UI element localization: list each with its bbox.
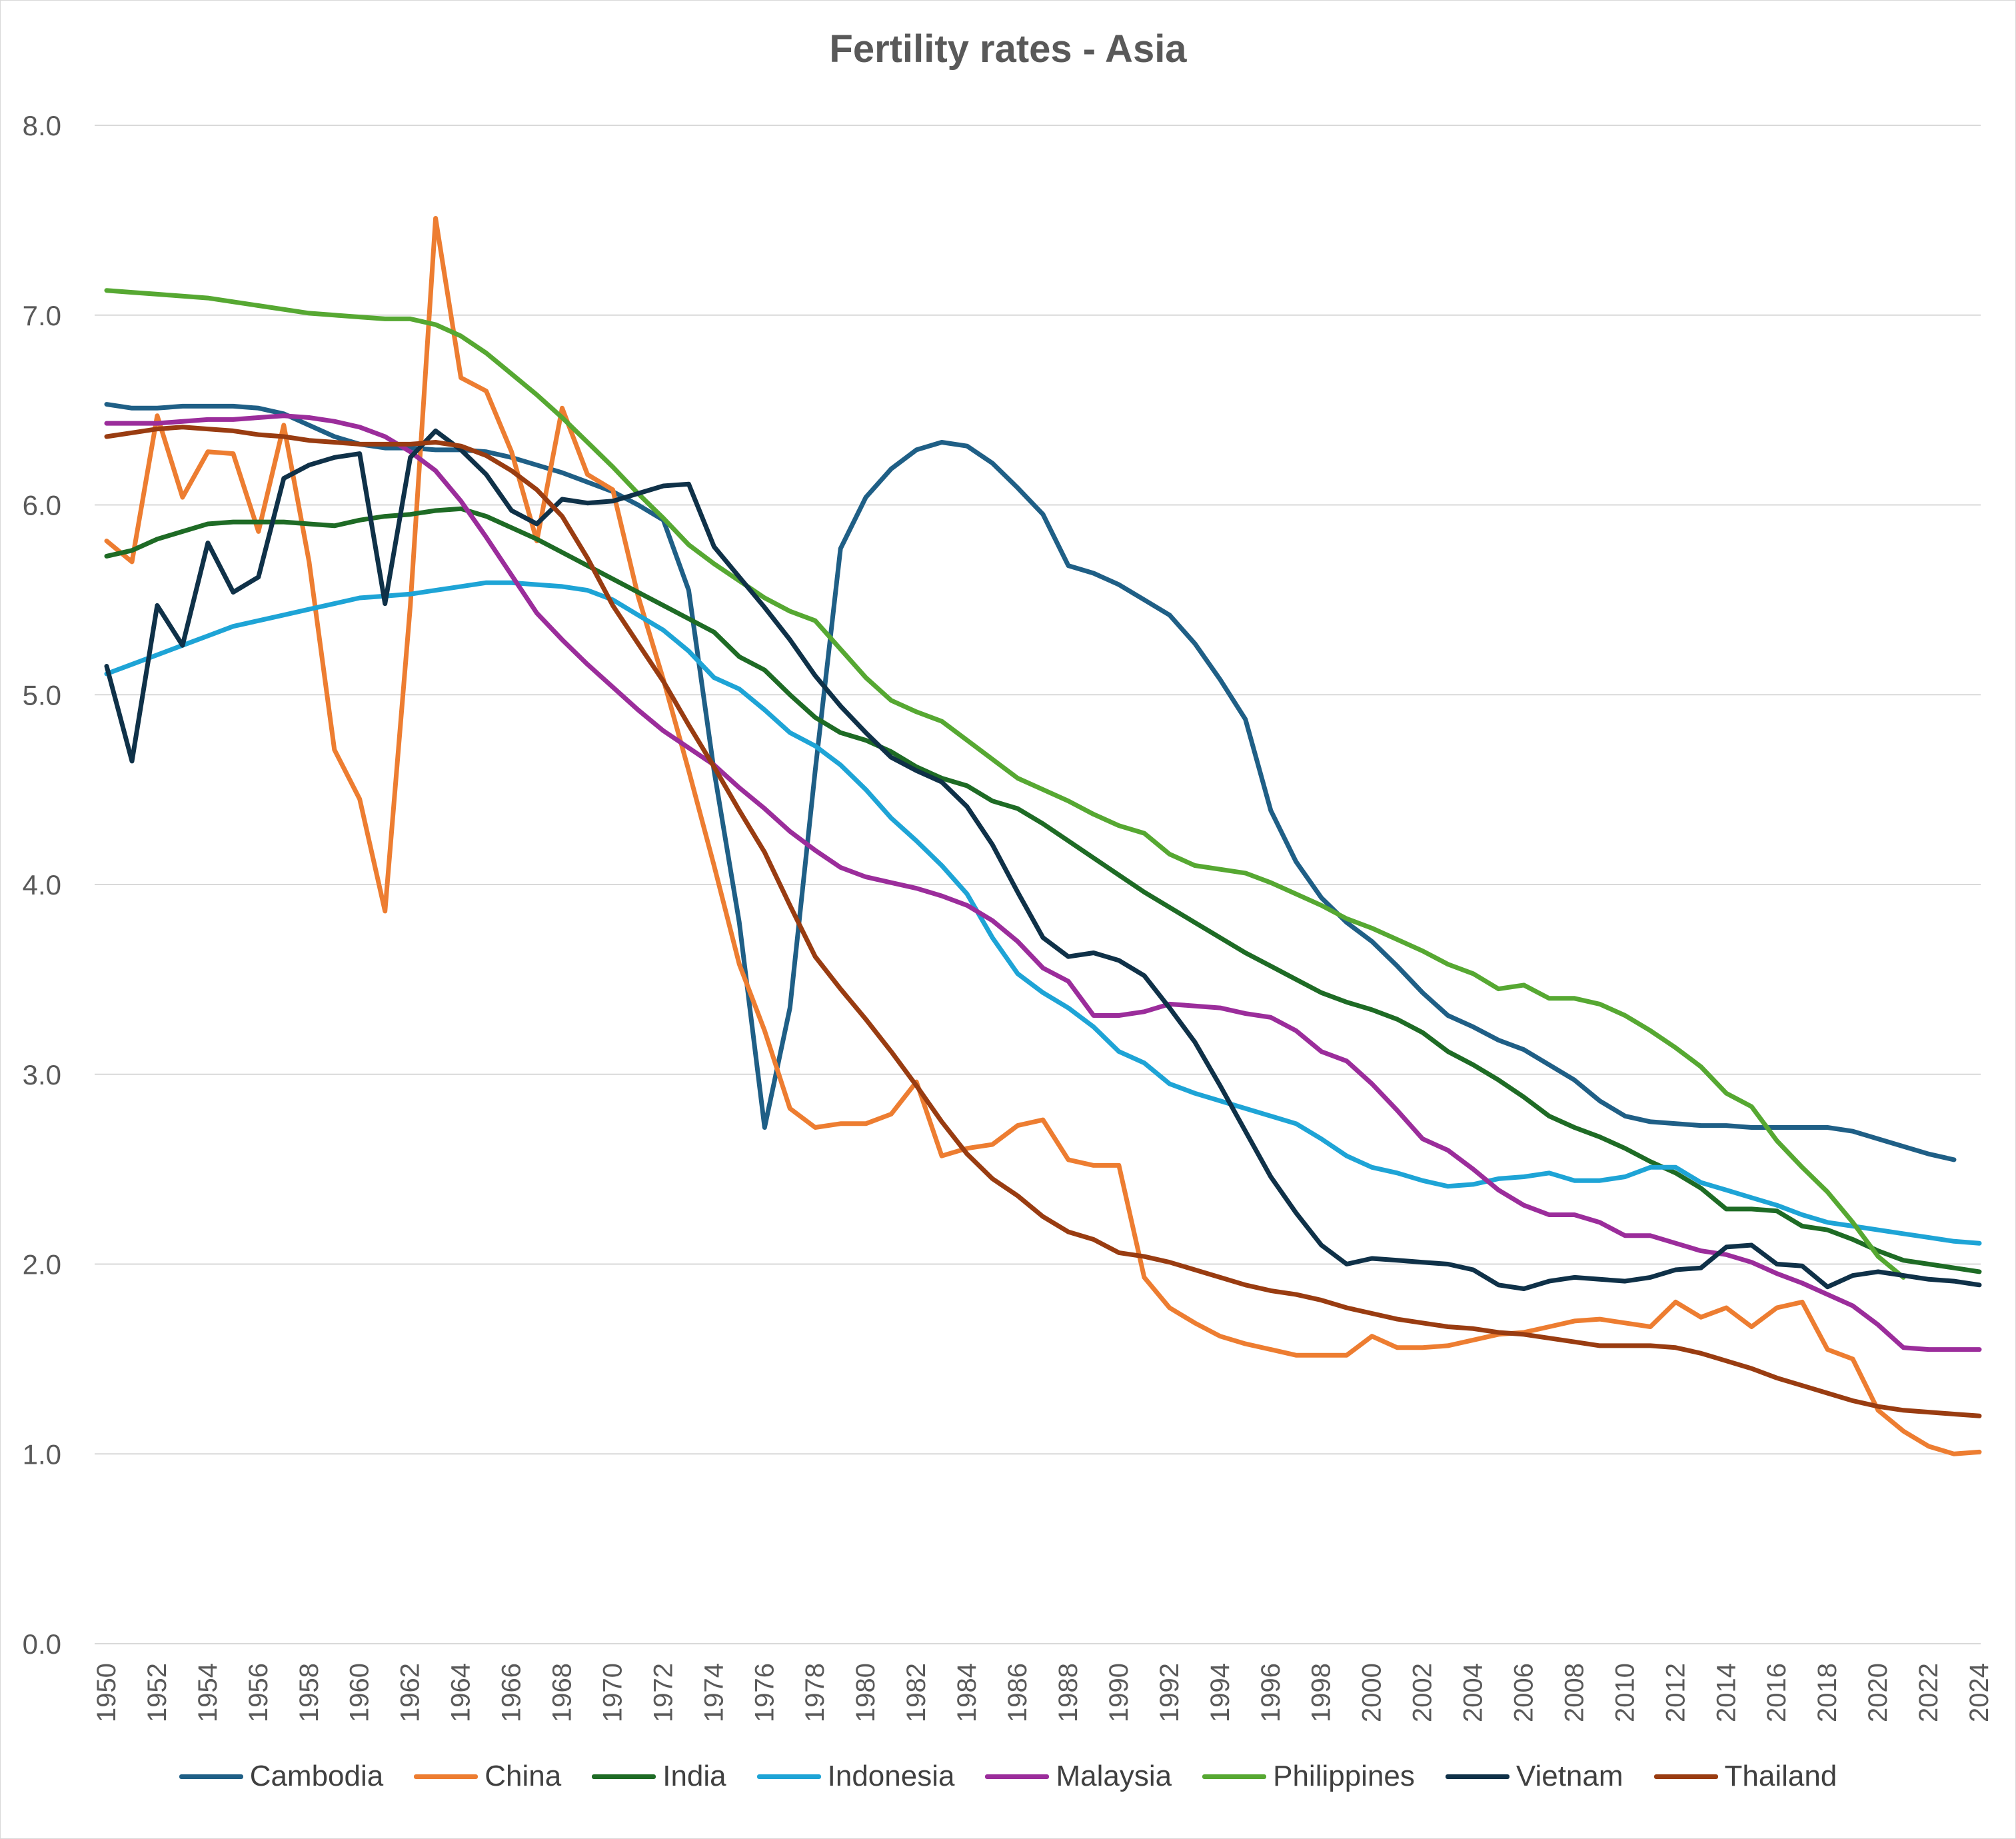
legend-label: Indonesia: [827, 1760, 955, 1792]
x-tick-label: 1966: [497, 1663, 526, 1722]
y-tick-label: 2.0: [23, 1249, 61, 1280]
x-tick-label: 2024: [1965, 1663, 1994, 1722]
legend-swatch: [985, 1774, 1050, 1779]
x-tick-label: 1970: [598, 1663, 627, 1722]
y-tick-label: 8.0: [23, 110, 61, 141]
legend-item-cambodia: Cambodia: [179, 1760, 384, 1793]
x-tick-label: 2016: [1762, 1663, 1791, 1722]
x-tick-label: 1956: [244, 1663, 273, 1722]
x-tick-label: 2008: [1559, 1663, 1589, 1722]
y-tick-label: 0.0: [23, 1628, 61, 1660]
x-tick-label: 1962: [396, 1663, 425, 1722]
legend-label: Vietnam: [1515, 1760, 1623, 1792]
y-tick-label: 6.0: [23, 490, 61, 521]
x-tick-label: 2012: [1661, 1663, 1690, 1722]
series-line-cambodia: [104, 402, 1957, 1162]
x-tick-label: 1992: [1155, 1663, 1184, 1722]
x-axis-ticks: 1950 1952 1954 1956 1958 1960 1962 1964 1966 1968…: [92, 1663, 1994, 1722]
x-tick-label: 2002: [1408, 1663, 1438, 1722]
x-tick-label: 1968: [548, 1663, 577, 1722]
y-axis-ticks: 0.0 1.0 2.0 3.0 4.0 5.0 6.0 7.0 8.0: [23, 110, 61, 1660]
y-tick-label: 3.0: [23, 1059, 61, 1090]
x-tick-label: 1960: [345, 1663, 375, 1722]
legend-swatch: [1445, 1774, 1510, 1779]
legend-label: China: [485, 1760, 562, 1792]
x-tick-label: 1994: [1206, 1663, 1235, 1722]
x-tick-label: 1964: [447, 1663, 476, 1722]
x-tick-label: 2000: [1358, 1663, 1387, 1722]
x-tick-label: 1950: [92, 1663, 121, 1722]
x-tick-label: 1972: [648, 1663, 678, 1722]
gridlines: [95, 125, 1981, 1644]
legend-item-malaysia: Malaysia: [985, 1760, 1172, 1793]
x-tick-label: 1984: [952, 1663, 982, 1722]
x-tick-label: 2014: [1711, 1663, 1741, 1722]
x-tick-label: 1996: [1256, 1663, 1286, 1722]
x-tick-label: 1982: [902, 1663, 931, 1722]
x-tick-label: 2004: [1459, 1663, 1488, 1722]
legend-label: Philippines: [1273, 1760, 1415, 1792]
x-tick-label: 1974: [699, 1663, 728, 1722]
series-line-malaysia: [104, 413, 1982, 1352]
legend-item-vietnam: Vietnam: [1445, 1760, 1623, 1793]
x-tick-label: 1986: [1003, 1663, 1032, 1722]
legend-label: India: [662, 1760, 726, 1792]
legend-swatch: [1202, 1774, 1267, 1779]
series-line-indonesia: [104, 580, 1982, 1246]
legend-swatch: [756, 1774, 821, 1779]
series-line-thailand: [104, 425, 1982, 1418]
x-tick-label: 2020: [1863, 1663, 1893, 1722]
legend-label: Malaysia: [1056, 1760, 1172, 1792]
legend-item-india: India: [592, 1760, 726, 1793]
y-tick-label: 7.0: [23, 300, 61, 331]
x-tick-label: 1978: [800, 1663, 830, 1722]
y-tick-label: 4.0: [23, 869, 61, 901]
x-tick-label: 1988: [1054, 1663, 1083, 1722]
legend-label: Cambodia: [249, 1760, 384, 1792]
x-tick-label: 1952: [143, 1663, 172, 1722]
series-line-vietnam: [104, 428, 1982, 1291]
x-tick-label: 1990: [1104, 1663, 1134, 1722]
x-tick-label: 2010: [1610, 1663, 1639, 1722]
legend-item-philippines: Philippines: [1202, 1760, 1415, 1793]
y-tick-label: 5.0: [23, 679, 61, 711]
legend-swatch: [414, 1774, 479, 1779]
legend-swatch: [592, 1774, 656, 1779]
y-tick-label: 1.0: [23, 1438, 61, 1470]
x-tick-label: 1998: [1307, 1663, 1336, 1722]
series-lines: [104, 216, 1982, 1456]
legend-item-indonesia: Indonesia: [756, 1760, 955, 1793]
x-tick-label: 1980: [851, 1663, 880, 1722]
series-line-philippines: [104, 288, 1906, 1280]
legend-swatch: [179, 1774, 243, 1779]
legend-swatch: [1653, 1774, 1718, 1779]
x-tick-label: 2022: [1914, 1663, 1943, 1722]
legend-item-thailand: Thailand: [1653, 1760, 1837, 1793]
legend-label: Thailand: [1724, 1760, 1837, 1792]
x-tick-label: 1954: [193, 1663, 223, 1722]
x-tick-label: 1958: [295, 1663, 324, 1722]
x-tick-label: 1976: [750, 1663, 779, 1722]
x-tick-label: 2018: [1813, 1663, 1842, 1722]
x-tick-label: 2006: [1509, 1663, 1538, 1722]
legend: Cambodia China India Indonesia Malaysia Phili…: [0, 1760, 2016, 1793]
legend-item-china: China: [414, 1760, 561, 1793]
series-line-china: [104, 216, 1982, 1456]
chart-title: Fertility rates - Asia: [829, 27, 1187, 71]
